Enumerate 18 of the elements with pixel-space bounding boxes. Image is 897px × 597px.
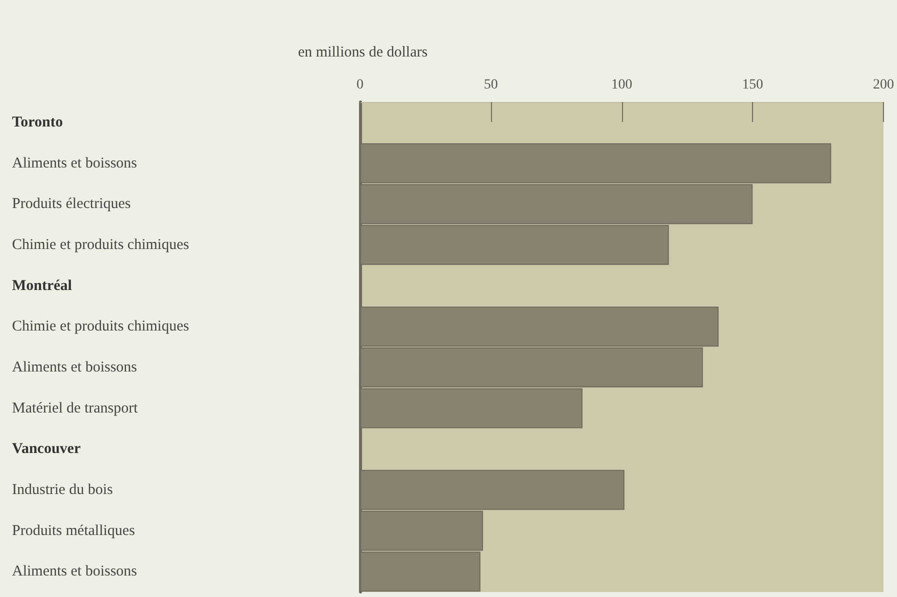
- y-tick-label: Vancouver: [12, 441, 81, 458]
- y-tick-label: Produits métalliques: [12, 522, 136, 539]
- x2-tick-label: 150: [742, 78, 764, 92]
- y-tick-label: Montréal: [12, 278, 72, 294]
- x2-tick-label: 100: [611, 78, 632, 92]
- y-tick-label: Chimie et produits chimiques: [12, 318, 190, 335]
- y-tick-label: Toronto: [12, 114, 63, 130]
- y-tick-label: Aliments et boissons: [12, 155, 138, 172]
- y-tick-label: Produits électriques: [12, 196, 131, 212]
- y-tick-label: Aliments et boissons: [12, 359, 138, 376]
- y-tick-label: Matériel de transport: [12, 400, 139, 416]
- y-tick-label: Industrie du bois: [12, 482, 113, 498]
- y-tick-label: Chimie et produits chimiques: [12, 236, 190, 253]
- x2-tick-label: 50: [484, 78, 498, 92]
- x2-axis-title: en millions de dollars: [298, 44, 428, 60]
- y-tick-label: Aliments et boissons: [12, 564, 138, 580]
- x2-tick-label: 200: [873, 78, 894, 92]
- x2-tick-label: 0: [356, 78, 364, 92]
